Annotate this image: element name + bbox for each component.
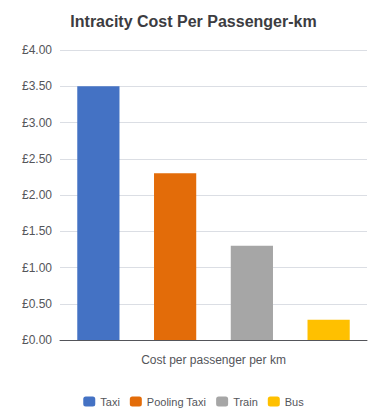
svg-text:Bus: Bus — [285, 396, 304, 408]
svg-text:£2.50: £2.50 — [22, 152, 52, 166]
svg-text:£1.00: £1.00 — [22, 261, 52, 275]
svg-text:Pooling Taxi: Pooling Taxi — [147, 396, 206, 408]
svg-text:£2.00: £2.00 — [22, 188, 52, 202]
svg-text:£3.50: £3.50 — [22, 79, 52, 93]
svg-text:£0.00: £0.00 — [22, 333, 52, 347]
svg-text:£3.00: £3.00 — [22, 116, 52, 130]
svg-text:£4.00: £4.00 — [22, 43, 52, 57]
svg-text:£0.50: £0.50 — [22, 297, 52, 311]
svg-text:Intracity Cost Per Passenger-k: Intracity Cost Per Passenger-km — [70, 13, 316, 30]
svg-text:Cost per passenger per km: Cost per passenger per km — [141, 353, 286, 367]
svg-text:£1.50: £1.50 — [22, 224, 52, 238]
svg-text:Train: Train — [233, 396, 258, 408]
svg-text:Taxi: Taxi — [100, 396, 120, 408]
